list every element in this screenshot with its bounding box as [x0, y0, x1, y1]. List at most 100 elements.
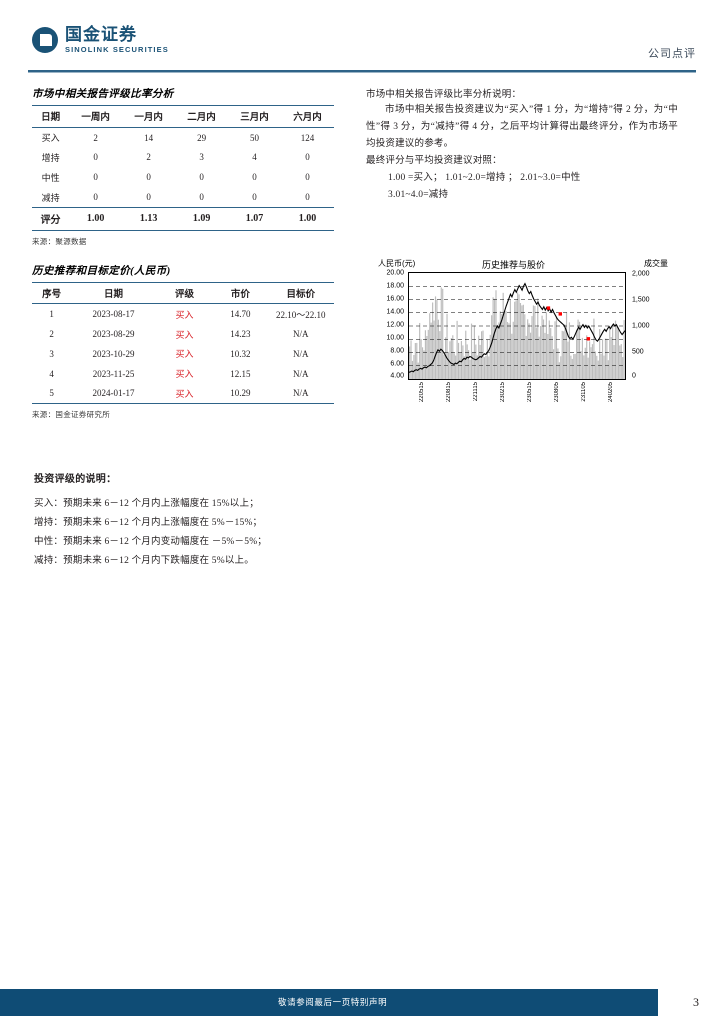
table-row-score: 评分 1.00 1.13 1.09 1.07 1.00 — [32, 206, 334, 231]
ytick-left: 12.00 — [386, 321, 404, 329]
xtick-label: 231105 — [580, 382, 587, 402]
cell-rating: 买入 — [175, 388, 194, 399]
cell-value: 2 — [146, 152, 151, 163]
cell-value: 0 — [93, 152, 98, 163]
row-label: 买入 — [41, 133, 60, 144]
explain-compare-line-1: 1.00 =买入； 1.01~2.0=增持 ； 2.01~3.0=中性 — [388, 173, 581, 183]
page-header: 国金证券 SINOLINK SECURITIES 公司点评 — [0, 0, 724, 73]
logo-name-en: SINOLINK SECURITIES — [65, 45, 169, 54]
table-row: 增持 0 2 3 4 0 — [32, 148, 334, 168]
ytick-right: 500 — [632, 348, 644, 356]
cell-target: 22.10～22.10 — [276, 309, 326, 320]
table-header-row: 日期 一周内 一月内 二月内 三月内 六月内 — [32, 105, 334, 128]
rating-ratio-title: 市场中相关报告评级比率分析 — [32, 89, 174, 100]
ytick-left: 10.00 — [386, 334, 404, 342]
xtick-label: 220515 — [418, 382, 425, 403]
cell-value: 1.07 — [228, 206, 282, 231]
cell-target: N/A — [293, 348, 309, 359]
cell-value: 29 — [197, 132, 207, 143]
cell-value: 14 — [144, 132, 154, 143]
cell-rating: 买入 — [175, 309, 194, 320]
row-label: 评分 — [32, 206, 70, 231]
cell-no: 4 — [49, 368, 54, 379]
ytick-left: 18.00 — [386, 282, 404, 290]
header-divider — [28, 70, 696, 72]
history-recommendation-table: 序号 日期 评级 市价 目标价 1 2023-08-17 买入 14.70 22… — [32, 282, 334, 405]
header-divider-thin — [28, 72, 696, 73]
col-header-rating: 评级 — [174, 290, 194, 301]
col-header-date: 日期 — [104, 290, 124, 301]
cell-no: 5 — [49, 388, 54, 399]
xtick-label: 230515 — [526, 382, 533, 403]
cell-value: 2 — [93, 132, 98, 143]
table-row: 3 2023-10-29 买入 10.32 N/A — [32, 344, 334, 364]
col-header-1m: 一月内 — [134, 113, 163, 124]
cell-value: 0 — [146, 192, 151, 203]
cell-value: 0 — [199, 192, 204, 203]
ratings-line-neutral: 中性：预期未来 6－12 个月内变动幅度在 －5%－5%； — [34, 537, 268, 547]
col-header-date: 日期 — [41, 113, 61, 124]
col-header-6m: 六月内 — [293, 113, 322, 124]
ytick-right: 1,000 — [632, 322, 650, 330]
cell-value: 0 — [199, 172, 204, 183]
rating-ratio-source: 来源：聚源数据 — [32, 236, 87, 246]
cell-date: 2023-08-17 — [92, 309, 135, 320]
explain-compare-line-2: 3.01~4.0=减持 — [388, 190, 449, 200]
cell-rating: 买入 — [175, 349, 194, 360]
ratings-line-buy: 买入：预期未来 6－12 个月内上涨幅度在 15%以上； — [34, 499, 259, 509]
page-footer-bar: 敬请参阅最后一页特别声明 — [0, 989, 658, 1016]
cell-target: N/A — [293, 388, 309, 399]
cell-date: 2023-08-29 — [92, 329, 135, 340]
chart-ylabel-right: 成交量 — [644, 259, 668, 268]
cell-value: 1.09 — [175, 206, 229, 231]
ytick-right: 2,000 — [632, 270, 650, 278]
cell-date: 2023-11-25 — [92, 368, 135, 379]
cell-target: N/A — [293, 329, 309, 340]
chart-yaxis-right: 2,000 1,500 1,000 500 0 — [626, 270, 664, 380]
cell-no: 2 — [49, 329, 54, 340]
cell-value: 0 — [305, 172, 310, 183]
volume-bars — [409, 287, 625, 379]
ratings-explain-title: 投资评级的说明： — [34, 474, 117, 485]
table-row: 中性 0 0 0 0 0 — [32, 167, 334, 187]
history-price-chart: 人民币(元) 历史推荐与股价 成交量 20.00 18.00 16.00 14.… — [374, 258, 670, 410]
page-number: 3 — [693, 995, 699, 1009]
cell-value: 0 — [305, 192, 310, 203]
cell-value: 0 — [146, 172, 151, 183]
history-table-source: 来源：国金证券研究所 — [32, 410, 110, 420]
cell-value: 0 — [252, 172, 257, 183]
cell-value: 0 — [93, 192, 98, 203]
ytick-left: 14.00 — [386, 308, 404, 316]
cell-value: 1.13 — [122, 206, 176, 231]
cell-value: 4 — [252, 152, 257, 163]
col-header-2m: 二月内 — [187, 113, 216, 124]
xtick-label: 221115 — [472, 382, 479, 402]
ratings-line-reduce: 减持：预期未来 6－12 个月内下跌幅度在 5%以上。 — [34, 556, 254, 566]
chart-xaxis-labels: 220515 220815 221115 230215 230515 230805 2311… — [408, 380, 624, 410]
ytick-right: 1,500 — [632, 296, 650, 304]
chart-title: 历史推荐与股价 — [482, 260, 546, 270]
cell-value: 3 — [199, 152, 204, 163]
right-column: 市场中相关报告评级比率分析说明： 市场中相关报告投资建议为“买入”得 1 分，为… — [366, 86, 678, 204]
cell-value: 50 — [250, 132, 260, 143]
col-header-target: 目标价 — [286, 290, 316, 301]
explain-compare-heading: 最终评分与平均投资建议对照： — [366, 156, 502, 166]
ratings-line-add: 增持：预期未来 6－12 个月内上涨幅度在 5%－15%； — [34, 518, 263, 528]
table-row: 1 2023-08-17 买入 14.70 22.10～22.10 — [32, 304, 334, 324]
table-header-row: 序号 日期 评级 市价 目标价 — [32, 282, 334, 304]
rating-ratio-table: 日期 一周内 一月内 二月内 三月内 六月内 买入 2 14 29 50 124 — [32, 105, 334, 231]
table-row: 5 2024-01-17 买入 10.29 N/A — [32, 384, 334, 404]
left-column: 市场中相关报告评级比率分析 日期 一周内 一月内 二月内 三月内 六月内 买入 … — [32, 86, 334, 420]
cell-price: 10.29 — [230, 388, 251, 399]
cell-price: 10.32 — [230, 348, 251, 359]
xtick-label: 230805 — [553, 382, 560, 403]
row-label: 中性 — [41, 172, 60, 183]
investment-rating-explanation: 投资评级的说明： 买入：预期未来 6－12 个月内上涨幅度在 15%以上； 增持… — [34, 470, 364, 571]
cell-price: 12.15 — [230, 368, 251, 379]
cell-no: 1 — [49, 309, 54, 320]
ytick-left: 20.00 — [386, 269, 404, 277]
chart-label-row: 人民币(元) 历史推荐与股价 成交量 — [374, 258, 670, 271]
ytick-left: 6.00 — [390, 360, 404, 368]
table-row: 买入 2 14 29 50 124 — [32, 127, 334, 147]
